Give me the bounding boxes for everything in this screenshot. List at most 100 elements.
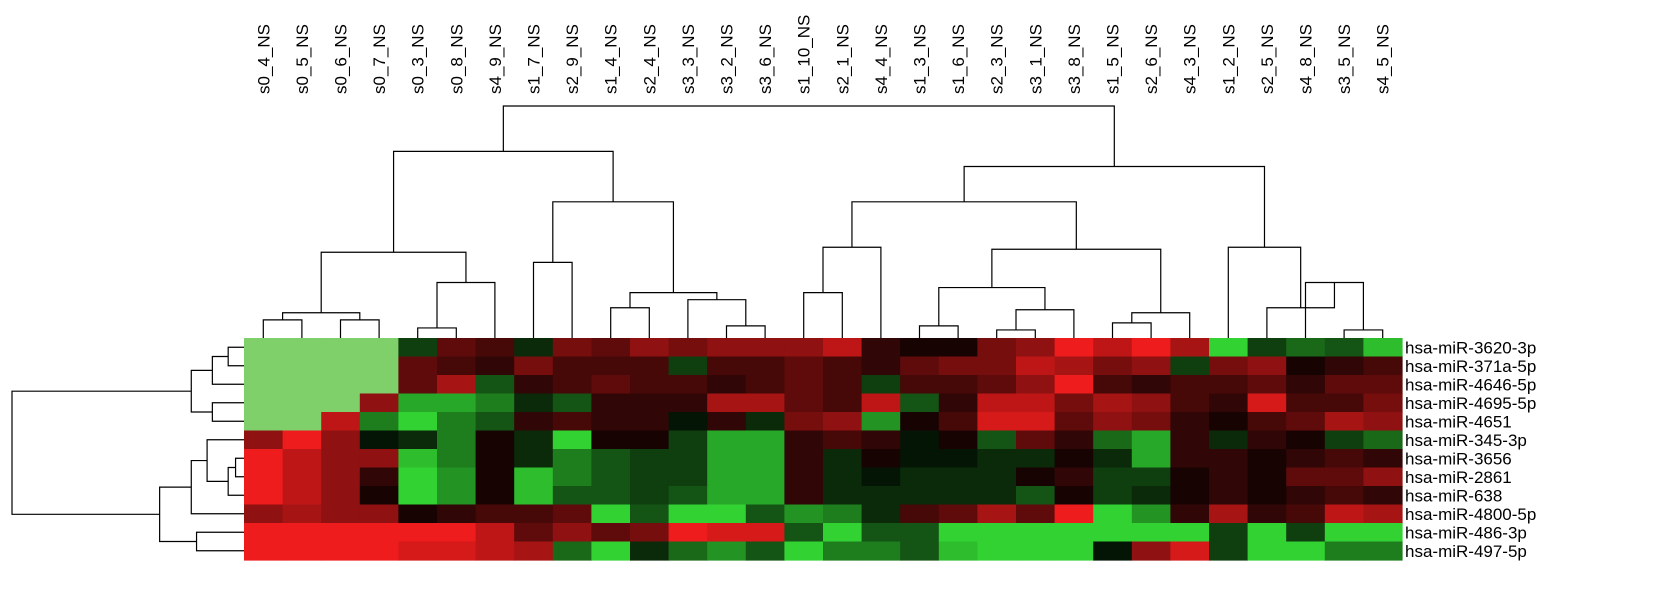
heatmap-cell [1054, 449, 1094, 469]
heatmap-cell [591, 393, 631, 413]
column-label: s4_3_NS [1181, 24, 1200, 94]
heatmap-cell [1170, 486, 1210, 506]
heatmap-cell [321, 467, 361, 487]
heatmap-cell [321, 375, 361, 395]
column-labels: s0_4_NS s0_5_NS s0_6_NS s0_7_NS s0_3_NS s0_8_… [254, 15, 1392, 94]
heatmap-cell [244, 486, 284, 506]
heatmap-cell [823, 504, 863, 524]
heatmap-cell [552, 393, 592, 413]
heatmap-cell [514, 486, 554, 506]
heatmap-cell [1363, 338, 1403, 358]
heatmap-cell [784, 356, 824, 376]
heatmap-cell [1247, 412, 1287, 432]
heatmap-cell [1170, 504, 1210, 524]
heatmap-cell [745, 393, 785, 413]
heatmap-cell [1363, 523, 1403, 543]
heatmap-cell [861, 375, 901, 395]
row-label: hsa-miR-4651 [1405, 412, 1512, 431]
dendrogram-branch [195, 531, 244, 552]
heatmap-cell [745, 338, 785, 358]
dendrogram-branch [1131, 312, 1191, 338]
heatmap-cell [784, 523, 824, 543]
heatmap-cell [552, 356, 592, 376]
column-label: s0_7_NS [370, 24, 389, 94]
heatmap-cell [398, 449, 438, 469]
heatmap-cell [1286, 430, 1326, 450]
heatmap-cell [1363, 356, 1403, 376]
heatmap-cell [475, 412, 515, 432]
dendrogram-branch [918, 325, 959, 338]
heatmap-cell [1054, 338, 1094, 358]
heatmap-cell [1093, 430, 1133, 450]
heatmap-cell [900, 430, 940, 450]
heatmap-cell [630, 449, 670, 469]
heatmap-cell [1131, 356, 1171, 376]
dendrogram-branch [532, 261, 573, 338]
heatmap-cell [359, 467, 399, 487]
heatmap-cell [861, 504, 901, 524]
column-label: s1_3_NS [911, 24, 930, 94]
heatmap-cell [707, 541, 747, 561]
heatmap-cell [1170, 430, 1210, 450]
heatmap-cell [1016, 504, 1056, 524]
heatmap-cell [707, 449, 747, 469]
heatmap-cell [282, 523, 322, 543]
heatmap-cell [437, 449, 477, 469]
heatmap-cell [630, 356, 670, 376]
heatmap-cell [1016, 412, 1056, 432]
heatmap-cell [823, 430, 863, 450]
heatmap-cell [1131, 541, 1171, 561]
heatmap-cell [244, 356, 284, 376]
heatmap-cell [938, 486, 978, 506]
heatmap-cell [1016, 449, 1056, 469]
heatmap-cell [784, 375, 824, 395]
heatmap-cell [591, 356, 631, 376]
heatmap-cell [1286, 449, 1326, 469]
heatmap-cell [1016, 467, 1056, 487]
dendrogram-branch [436, 281, 496, 338]
heatmap-cell [398, 504, 438, 524]
heatmap-cell [437, 375, 477, 395]
row-dendrogram [11, 346, 244, 552]
heatmap-cell [784, 430, 824, 450]
heatmap-cell [1324, 338, 1364, 358]
heatmap-cell [552, 375, 592, 395]
heatmap-cell [977, 523, 1017, 543]
dendrogram-branch [211, 355, 244, 385]
heatmap-cell [1286, 338, 1326, 358]
heatmap-cell [1093, 393, 1133, 413]
heatmap-cell [630, 393, 670, 413]
dendrogram-branch [996, 329, 1036, 338]
heatmap-cell [861, 430, 901, 450]
heatmap-cell [1016, 430, 1056, 450]
heatmap-cell [1363, 412, 1403, 432]
heatmap-cell [630, 412, 670, 432]
heatmap-cell [1054, 467, 1094, 487]
heatmap-cell [1170, 338, 1210, 358]
heatmap-cell [938, 375, 978, 395]
heatmap-cell [244, 393, 284, 413]
heatmap-cell [745, 486, 785, 506]
heatmap-cell [398, 486, 438, 506]
heatmap-cell [1093, 375, 1133, 395]
row-label: hsa-miR-486-3p [1405, 523, 1527, 542]
heatmap-cell [784, 504, 824, 524]
heatmap-cell [745, 375, 785, 395]
heatmap-cell [475, 504, 515, 524]
heatmap-cell [552, 412, 592, 432]
heatmap-cell [1093, 504, 1133, 524]
heatmap-cell [1054, 356, 1094, 376]
heatmap-cell [1247, 504, 1287, 524]
heatmap-cell [282, 467, 322, 487]
heatmap-cell [359, 356, 399, 376]
heatmap-cell [321, 523, 361, 543]
heatmap-cell [552, 486, 592, 506]
heatmap-cell [282, 393, 322, 413]
heatmap-cell [552, 449, 592, 469]
dendrogram-branch [320, 251, 467, 313]
heatmap-cell [861, 449, 901, 469]
heatmap-cell [1286, 486, 1326, 506]
heatmap-cell [938, 412, 978, 432]
heatmap-cell [1016, 375, 1056, 395]
heatmap-cell [745, 504, 785, 524]
